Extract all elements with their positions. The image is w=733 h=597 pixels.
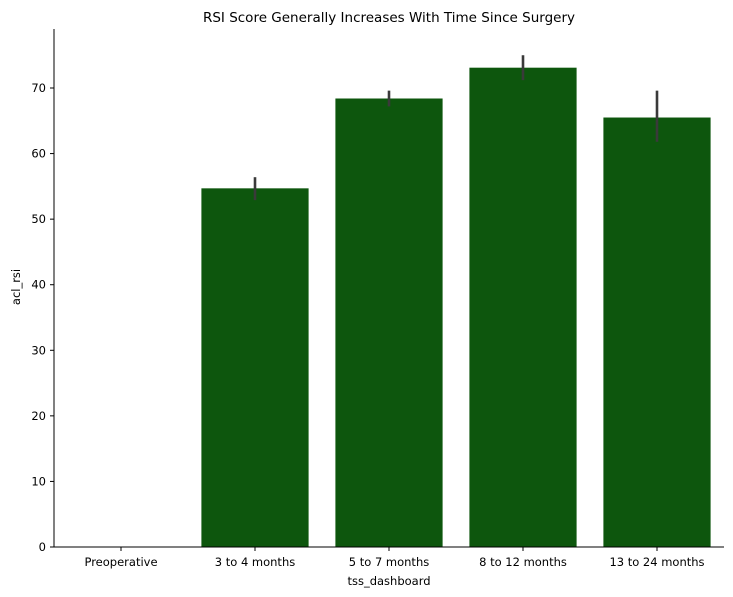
- x-tick-label: 3 to 4 months: [215, 555, 295, 569]
- y-tick-label: 70: [31, 81, 46, 95]
- x-tick-label: 13 to 24 months: [609, 555, 704, 569]
- x-axis: Preoperative 3 to 4 months 5 to 7 months 8 …: [54, 546, 724, 569]
- bar: [201, 188, 309, 548]
- y-tick-label: 40: [31, 278, 46, 292]
- bar: [469, 67, 577, 548]
- y-axis-label: acl_rsi: [9, 269, 23, 305]
- y-tick-label: 50: [31, 212, 46, 226]
- y-tick-label: 10: [31, 474, 46, 488]
- x-tick-label: Preoperative: [84, 555, 157, 569]
- bar: [603, 117, 711, 548]
- y-tick-label: 30: [31, 343, 46, 357]
- x-axis-label: tss_dashboard: [347, 574, 430, 588]
- bars-layer: [201, 67, 711, 548]
- bar: [335, 98, 443, 548]
- y-tick-label: 60: [31, 147, 46, 161]
- error-bars-layer: [253, 55, 659, 201]
- y-tick-label: 20: [31, 409, 46, 423]
- y-tick-label: 0: [39, 540, 46, 554]
- x-tick-label: 5 to 7 months: [349, 555, 429, 569]
- y-axis: 0 10 20 30 40 50 60 70: [31, 29, 55, 554]
- x-tick-label: 8 to 12 months: [479, 555, 567, 569]
- chart-title: RSI Score Generally Increases With Time …: [203, 10, 575, 26]
